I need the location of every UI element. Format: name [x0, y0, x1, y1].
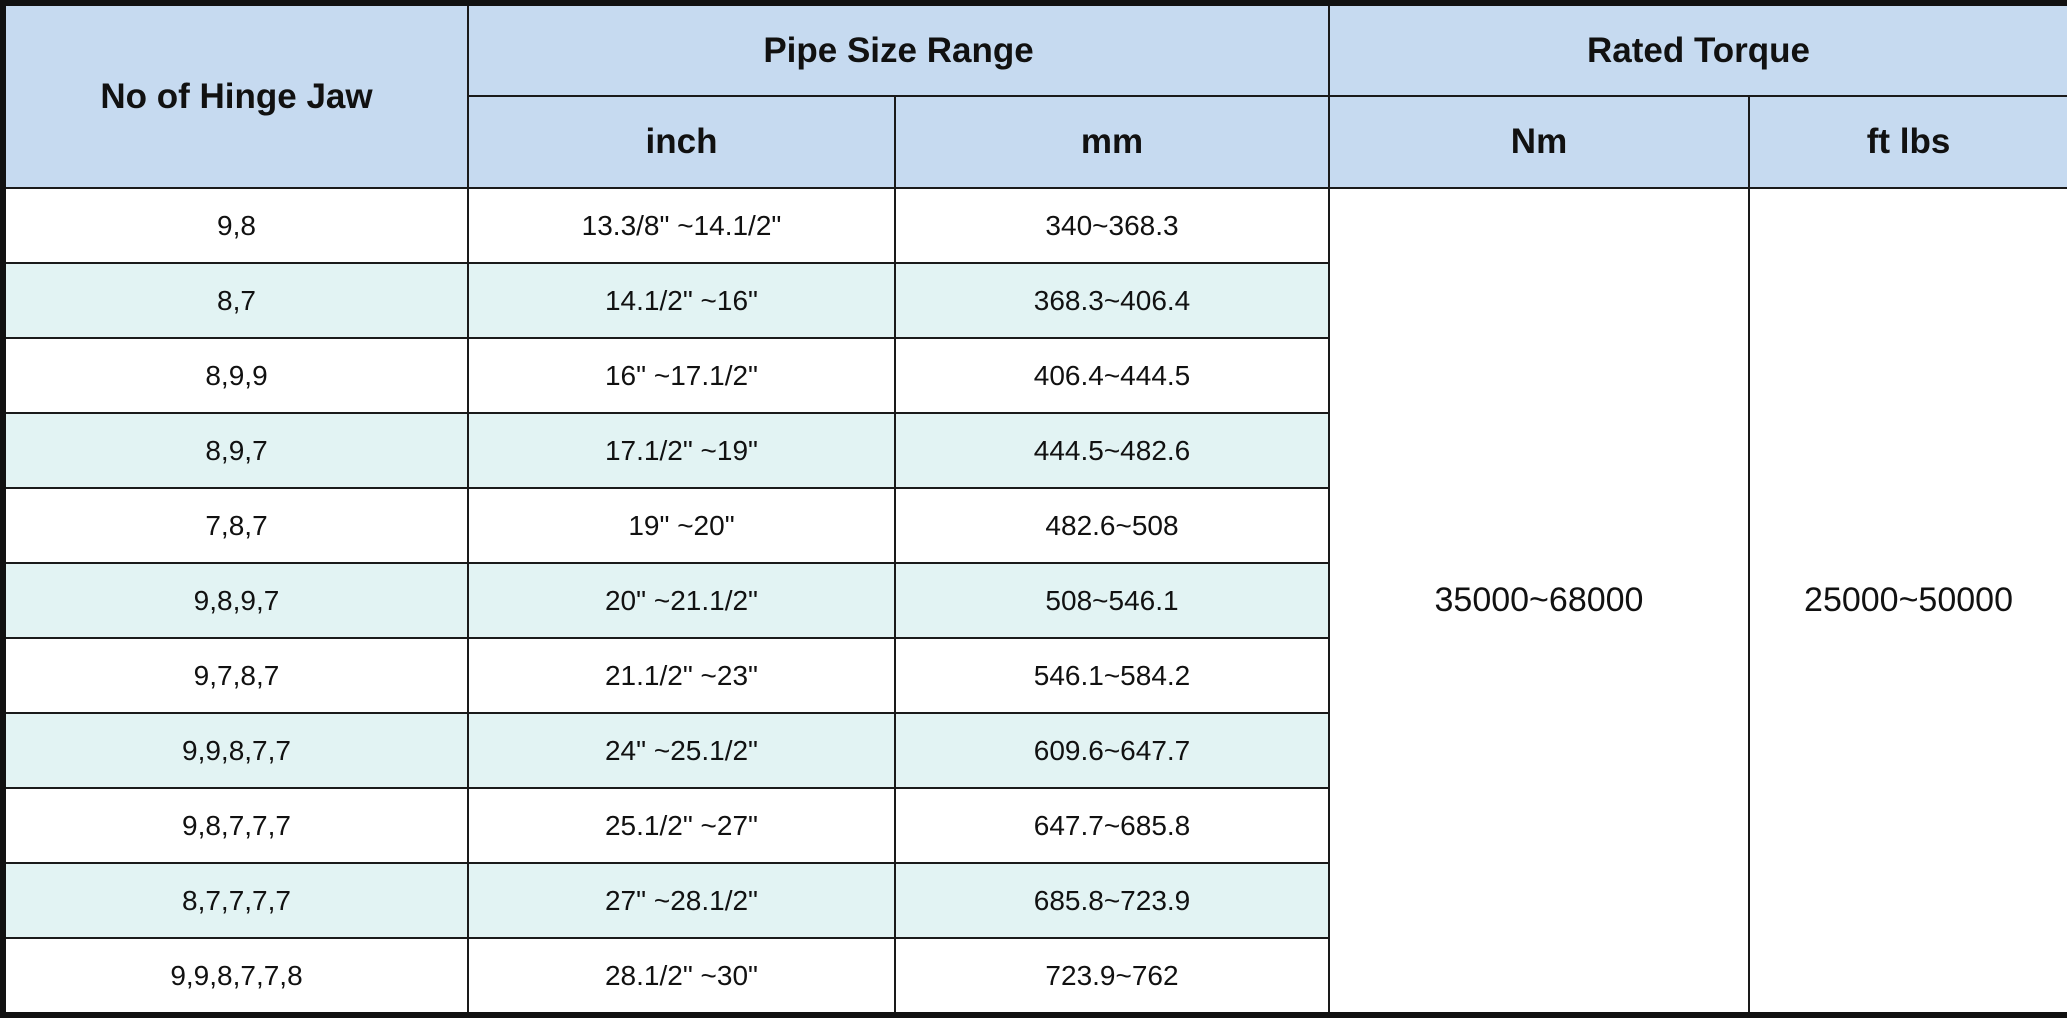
header-rated-torque: Rated Torque [1327, 2, 2067, 97]
cell-jaw: 9,9,8,7,7,8 [2, 937, 469, 1016]
cell-jaw: 9,9,8,7,7 [2, 712, 469, 789]
cell-mm: 723.9~762 [894, 937, 1330, 1016]
cell-inch: 16" ~17.1/2" [467, 337, 896, 414]
cell-mm: 647.7~685.8 [894, 787, 1330, 864]
cell-jaw: 8,7 [2, 262, 469, 339]
table-row: 9,9,8,7,7 24" ~25.1/2" 609.6~647.7 [2, 712, 2067, 789]
cell-jaw: 7,8,7 [2, 487, 469, 564]
cell-mm: 609.6~647.7 [894, 712, 1330, 789]
table-row: 9,8,7,7,7 25.1/2" ~27" 647.7~685.8 [2, 787, 2067, 864]
cell-mm: 368.3~406.4 [894, 262, 1330, 339]
cell-mm: 546.1~584.2 [894, 637, 1330, 714]
cell-torque-nm: 35000~68000 [1328, 187, 1750, 1016]
cell-inch: 14.1/2" ~16" [467, 262, 896, 339]
table-row: 8,9,9 16" ~17.1/2" 406.4~444.5 [2, 337, 2067, 414]
table-row: 9,8,9,7 20" ~21.1/2" 508~546.1 [2, 562, 2067, 639]
header-hinge-jaw: No of Hinge Jaw [2, 2, 469, 189]
cell-inch: 25.1/2" ~27" [467, 787, 896, 864]
cell-inch: 13.3/8" ~14.1/2" [467, 187, 896, 264]
cell-inch: 20" ~21.1/2" [467, 562, 896, 639]
header-nm: Nm [1328, 95, 1750, 189]
cell-mm: 406.4~444.5 [894, 337, 1330, 414]
table-row: 7,8,7 19" ~20" 482.6~508 [2, 487, 2067, 564]
table-row: 8,9,7 17.1/2" ~19" 444.5~482.6 [2, 412, 2067, 489]
cell-mm: 685.8~723.9 [894, 862, 1330, 939]
cell-inch: 28.1/2" ~30" [467, 937, 896, 1016]
cell-torque-ft-lbs: 25000~50000 [1747, 187, 2067, 1016]
cell-inch: 19" ~20" [467, 487, 896, 564]
cell-mm: 482.6~508 [894, 487, 1330, 564]
table-row: 9,8 13.3/8" ~14.1/2" 340~368.3 35000~68000 2… [2, 187, 2067, 1016]
cell-jaw: 9,8,9,7 [2, 562, 469, 639]
cell-mm: 508~546.1 [894, 562, 1330, 639]
cell-mm: 444.5~482.6 [894, 412, 1330, 489]
cell-jaw: 9,8 [2, 187, 469, 264]
cell-jaw: 9,8,7,7,7 [2, 787, 469, 864]
cell-inch: 21.1/2" ~23" [467, 637, 896, 714]
header-mm: mm [894, 95, 1330, 189]
cell-jaw: 8,7,7,7,7 [2, 862, 469, 939]
header-inch: inch [467, 95, 896, 189]
header-ft-lbs: ft lbs [1747, 95, 2067, 189]
cell-jaw: 9,7,8,7 [2, 637, 469, 714]
cell-jaw: 8,9,7 [2, 412, 469, 489]
cell-mm: 340~368.3 [894, 187, 1330, 264]
cell-inch: 17.1/2" ~19" [467, 412, 896, 489]
cell-inch: 27" ~28.1/2" [467, 862, 896, 939]
cell-inch: 24" ~25.1/2" [467, 712, 896, 789]
cell-jaw: 8,9,9 [2, 337, 469, 414]
table-row: 8,7,7,7,7 27" ~28.1/2" 685.8~723.9 [2, 862, 2067, 939]
header-pipe-size-range: Pipe Size Range [467, 2, 1330, 97]
table-row: 9,7,8,7 21.1/2" ~23" 546.1~584.2 [2, 637, 2067, 714]
table-row: 8,7 14.1/2" ~16" 368.3~406.4 [2, 262, 2067, 339]
